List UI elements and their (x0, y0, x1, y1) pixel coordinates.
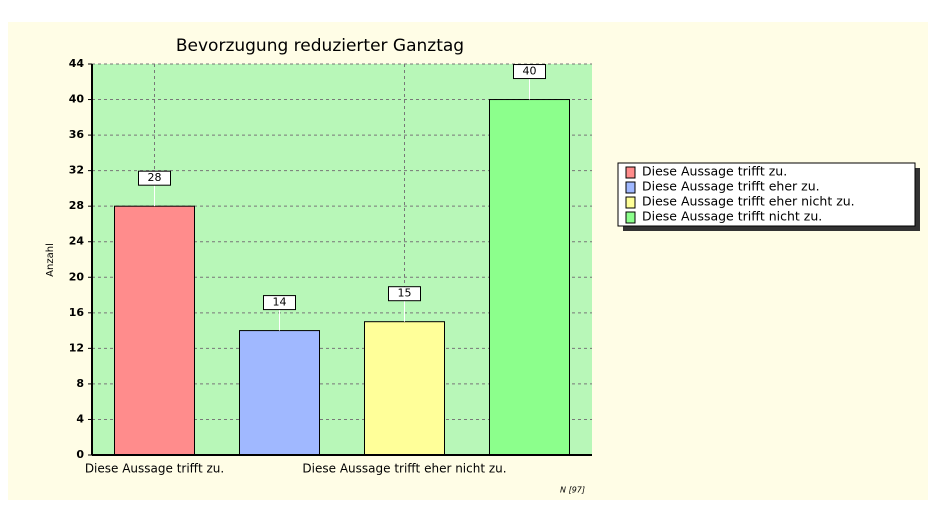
value-label: 15 (398, 287, 412, 300)
value-label-box (388, 286, 421, 302)
legend-label: Diese Aussage trifft eher nicht zu. (642, 194, 855, 209)
legend-swatch (625, 211, 636, 224)
y-tick-label: 20 (69, 270, 85, 283)
note: N [97] (560, 486, 585, 495)
value-label: 40 (523, 65, 537, 78)
value-label-box (138, 170, 171, 186)
chart-title: Bevorzugung reduzierter Ganztag (176, 36, 464, 56)
value-label-box (513, 64, 546, 80)
x-tick-label: Diese Aussage trifft zu. (85, 462, 224, 476)
y-tick-label: 12 (69, 341, 84, 354)
legend (617, 162, 916, 227)
y-tick-label: 28 (69, 199, 84, 212)
legend-swatch (625, 166, 636, 179)
bar (364, 321, 445, 456)
legend-swatch (625, 181, 636, 194)
bar (114, 205, 195, 456)
bar (239, 330, 320, 456)
y-tick-label: 16 (69, 306, 85, 319)
y-tick-label: 36 (69, 128, 85, 141)
value-label: 28 (148, 171, 162, 184)
value-label: 14 (273, 296, 287, 309)
y-tick-label: 44 (69, 57, 85, 70)
y-axis-label: Anzahl (45, 243, 56, 277)
legend-label: Diese Aussage trifft zu. (642, 164, 787, 179)
y-tick-label: 40 (69, 93, 85, 106)
legend-swatch (625, 196, 636, 209)
y-tick-label: 24 (69, 235, 85, 248)
y-tick-label: 4 (76, 412, 84, 425)
legend-label: Diese Aussage trifft eher zu. (642, 179, 820, 194)
value-label-box (263, 295, 296, 311)
y-tick-label: 32 (69, 164, 84, 177)
x-tick-label: Diese Aussage trifft eher nicht zu. (302, 462, 506, 476)
legend-label: Diese Aussage trifft nicht zu. (642, 209, 822, 224)
y-tick-label: 0 (76, 448, 84, 461)
y-tick-label: 8 (76, 377, 84, 390)
bar (489, 99, 570, 456)
